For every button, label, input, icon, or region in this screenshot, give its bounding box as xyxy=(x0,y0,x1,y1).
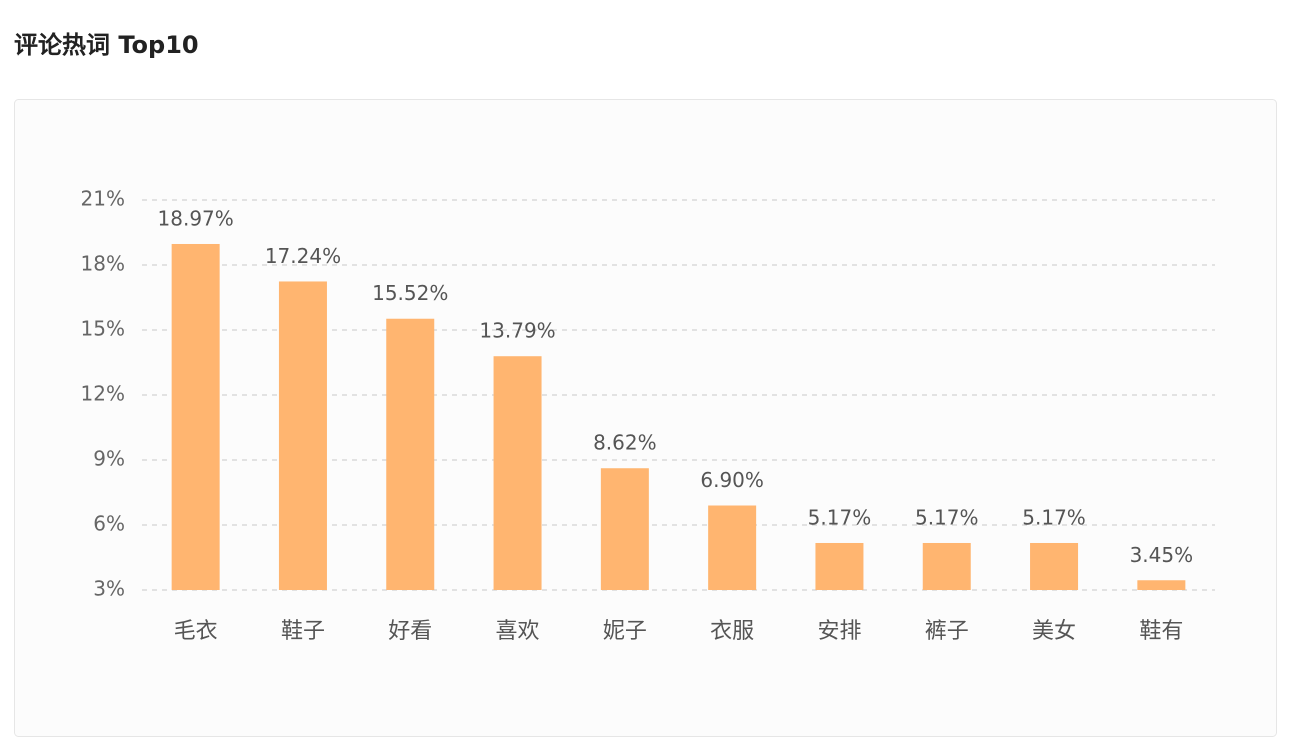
x-tick-label: 美女 xyxy=(1032,619,1076,644)
bar xyxy=(708,505,757,590)
value-label: 8.62% xyxy=(593,431,657,455)
bar xyxy=(493,356,542,590)
y-tick-label: 21% xyxy=(81,187,125,211)
y-tick-label: 15% xyxy=(81,317,125,341)
y-tick-label: 18% xyxy=(81,252,125,276)
x-tick-label: 好看 xyxy=(388,619,432,644)
bar xyxy=(1137,580,1186,590)
y-tick-label: 6% xyxy=(93,512,125,536)
x-tick-label: 喜欢 xyxy=(496,619,540,644)
value-label: 15.52% xyxy=(372,281,448,305)
x-tick-label: 鞋子 xyxy=(281,619,325,644)
bar xyxy=(600,468,649,590)
value-label: 13.79% xyxy=(479,319,555,343)
bar xyxy=(1030,542,1079,590)
x-tick-label: 裤子 xyxy=(925,619,969,644)
chart-title: 评论热词 Top10 xyxy=(14,31,199,59)
bar xyxy=(386,318,435,590)
value-label: 5.17% xyxy=(1022,505,1086,529)
value-label: 5.17% xyxy=(915,505,979,529)
value-label: 3.45% xyxy=(1130,543,1194,567)
y-tick-label: 12% xyxy=(81,382,125,406)
y-tick-label: 9% xyxy=(93,447,125,471)
x-tick-label: 衣服 xyxy=(710,619,754,644)
y-tick-label: 3% xyxy=(93,577,125,601)
value-label: 5.17% xyxy=(808,505,872,529)
bar xyxy=(171,243,220,590)
bar xyxy=(815,542,864,590)
x-tick-label: 鞋有 xyxy=(1139,619,1183,644)
bar xyxy=(922,542,971,590)
x-tick-label: 毛衣 xyxy=(174,619,218,644)
x-tick-label: 安排 xyxy=(817,619,861,644)
bar xyxy=(278,281,327,590)
value-label: 17.24% xyxy=(265,244,341,268)
x-tick-label: 妮子 xyxy=(603,619,647,644)
value-label: 18.97% xyxy=(158,206,234,230)
value-label: 6.90% xyxy=(700,468,764,492)
